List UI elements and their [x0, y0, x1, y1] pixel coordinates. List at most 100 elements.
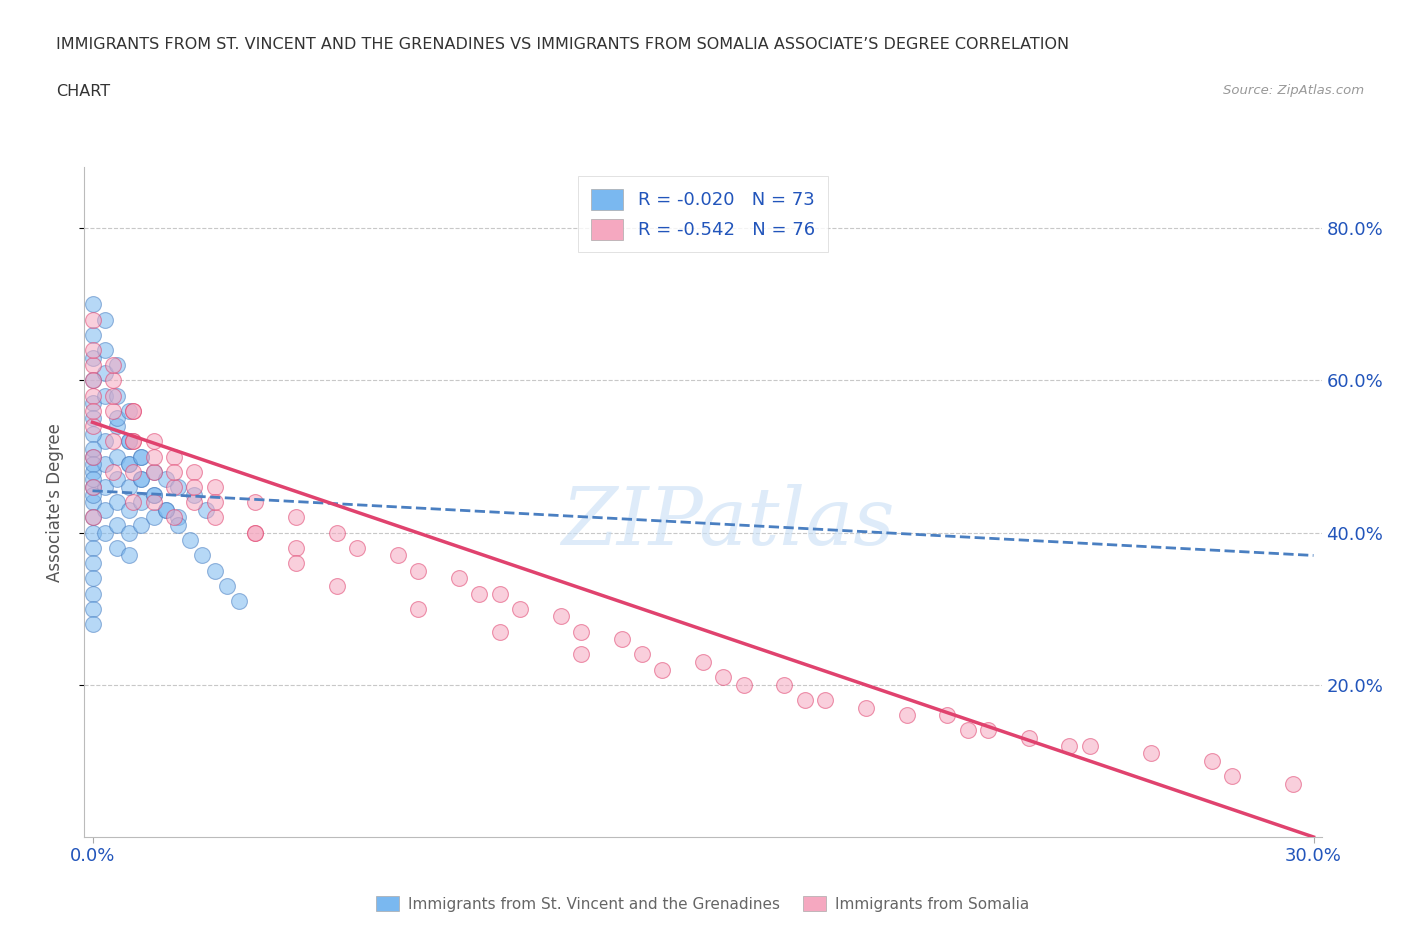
Point [82, 571, 104, 586]
Point [101, 358, 124, 373]
Point [131, 495, 153, 510]
Point [204, 495, 226, 510]
Point [142, 495, 165, 510]
Point [118, 457, 141, 472]
Point [1282, 777, 1305, 791]
Point [82, 373, 104, 388]
Point [1059, 738, 1081, 753]
Point [142, 510, 165, 525]
Point [82, 404, 104, 418]
Point [105, 449, 128, 464]
Point [93, 525, 115, 540]
Point [101, 388, 124, 403]
Point [936, 708, 959, 723]
Y-axis label: Associate's Degree: Associate's Degree [45, 423, 63, 581]
Point [131, 472, 153, 486]
Point [245, 495, 267, 510]
Point [82, 327, 104, 342]
Point [131, 449, 153, 464]
Point [167, 510, 190, 525]
Point [82, 510, 104, 525]
Point [105, 418, 128, 433]
Point [155, 502, 177, 517]
Point [773, 677, 796, 692]
Point [163, 449, 186, 464]
Point [245, 525, 267, 540]
Point [105, 411, 128, 426]
Point [82, 442, 104, 457]
Point [122, 404, 145, 418]
Point [610, 631, 633, 646]
Point [204, 510, 226, 525]
Point [692, 655, 714, 670]
Point [346, 540, 368, 555]
Point [118, 457, 141, 472]
Point [142, 464, 165, 479]
Point [793, 693, 815, 708]
Point [101, 373, 124, 388]
Point [122, 464, 145, 479]
Point [733, 677, 755, 692]
Point [82, 388, 104, 403]
Point [1220, 769, 1243, 784]
Point [447, 571, 470, 586]
Point [195, 502, 218, 517]
Point [285, 510, 308, 525]
Point [142, 434, 165, 449]
Point [155, 472, 177, 486]
Point [631, 647, 654, 662]
Point [179, 533, 201, 548]
Point [228, 593, 250, 608]
Point [82, 449, 104, 464]
Point [82, 457, 104, 472]
Point [325, 525, 347, 540]
Point [896, 708, 918, 723]
Point [105, 388, 128, 403]
Point [163, 480, 186, 495]
Point [82, 495, 104, 510]
Point [325, 578, 347, 593]
Point [569, 647, 592, 662]
Point [1018, 731, 1040, 746]
Point [82, 510, 104, 525]
Point [82, 540, 104, 555]
Point [167, 518, 190, 533]
Point [105, 495, 128, 510]
Point [82, 418, 104, 433]
Point [118, 434, 141, 449]
Point [977, 723, 1000, 737]
Point [215, 578, 238, 593]
Point [1139, 746, 1161, 761]
Point [183, 480, 205, 495]
Point [163, 510, 186, 525]
Text: IMMIGRANTS FROM ST. VINCENT AND THE GRENADINES VS IMMIGRANTS FROM SOMALIA ASSOCI: IMMIGRANTS FROM ST. VINCENT AND THE GREN… [56, 37, 1070, 52]
Point [93, 457, 115, 472]
Point [82, 602, 104, 617]
Point [101, 464, 124, 479]
Point [468, 586, 491, 601]
Point [855, 700, 877, 715]
Point [82, 342, 104, 357]
Point [167, 480, 190, 495]
Point [93, 388, 115, 403]
Text: Source: ZipAtlas.com: Source: ZipAtlas.com [1223, 84, 1364, 97]
Point [82, 617, 104, 631]
Text: CHART: CHART [56, 84, 110, 99]
Point [82, 411, 104, 426]
Point [93, 502, 115, 517]
Point [118, 502, 141, 517]
Legend: Immigrants from St. Vincent and the Grenadines, Immigrants from Somalia: Immigrants from St. Vincent and the Gren… [370, 889, 1036, 918]
Point [142, 464, 165, 479]
Point [245, 525, 267, 540]
Point [142, 487, 165, 502]
Point [105, 540, 128, 555]
Point [122, 434, 145, 449]
Point [204, 564, 226, 578]
Point [285, 540, 308, 555]
Point [82, 449, 104, 464]
Point [82, 480, 104, 495]
Point [183, 495, 205, 510]
Point [122, 434, 145, 449]
Point [131, 472, 153, 486]
Point [93, 365, 115, 380]
